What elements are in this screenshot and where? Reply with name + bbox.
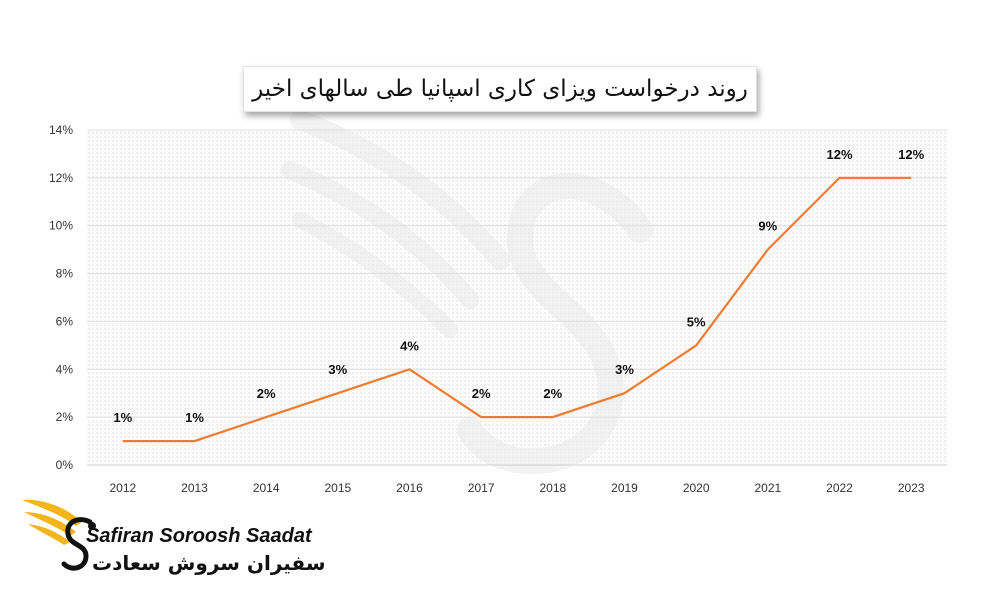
y-tick-label: 10%: [49, 219, 73, 233]
data-label: 2%: [472, 386, 491, 401]
data-label: 3%: [328, 362, 347, 377]
y-tick-label: 14%: [49, 123, 73, 137]
y-tick-label: 6%: [56, 314, 74, 328]
y-tick-label: 2%: [56, 410, 74, 424]
y-tick-label: 0%: [56, 458, 74, 472]
chart-title: روند درخواست ویزای کاری اسپانیا طی سالها…: [252, 76, 748, 102]
x-tick-label: 2012: [109, 481, 136, 495]
x-tick-label: 2021: [754, 481, 781, 495]
data-label: 12%: [826, 147, 852, 162]
data-label: 12%: [898, 147, 924, 162]
data-label: 9%: [758, 219, 777, 234]
y-tick-label: 4%: [56, 362, 74, 376]
x-tick-label: 2019: [611, 481, 638, 495]
plot-area: [87, 130, 947, 465]
data-label: 3%: [615, 362, 634, 377]
chart-title-box: روند درخواست ویزای کاری اسپانیا طی سالها…: [243, 66, 757, 112]
data-label: 4%: [400, 338, 419, 353]
data-label: 2%: [543, 386, 562, 401]
x-tick-label: 2017: [468, 481, 495, 495]
x-tick-label: 2016: [396, 481, 423, 495]
x-tick-label: 2022: [826, 481, 853, 495]
data-label: 5%: [687, 314, 706, 329]
x-tick-label: 2013: [181, 481, 208, 495]
brand-name-fa: سفیران سروش سعادت: [92, 551, 326, 575]
x-tick-label: 2020: [683, 481, 710, 495]
y-tick-label: 8%: [56, 267, 74, 281]
y-tick-label: 12%: [49, 171, 73, 185]
watermark-logo: [281, 110, 653, 475]
x-tick-label: 2014: [253, 481, 280, 495]
x-tick-label: 2018: [539, 481, 566, 495]
data-label: 1%: [185, 410, 204, 425]
data-label: 1%: [113, 410, 132, 425]
x-tick-label: 2023: [898, 481, 925, 495]
x-tick-label: 2015: [324, 481, 351, 495]
series-line: [122, 176, 912, 443]
brand-name-en: Safiran Soroosh Saadat: [86, 525, 312, 547]
data-label: 2%: [257, 386, 276, 401]
eagle-wing-s-logo-icon: [22, 499, 96, 571]
